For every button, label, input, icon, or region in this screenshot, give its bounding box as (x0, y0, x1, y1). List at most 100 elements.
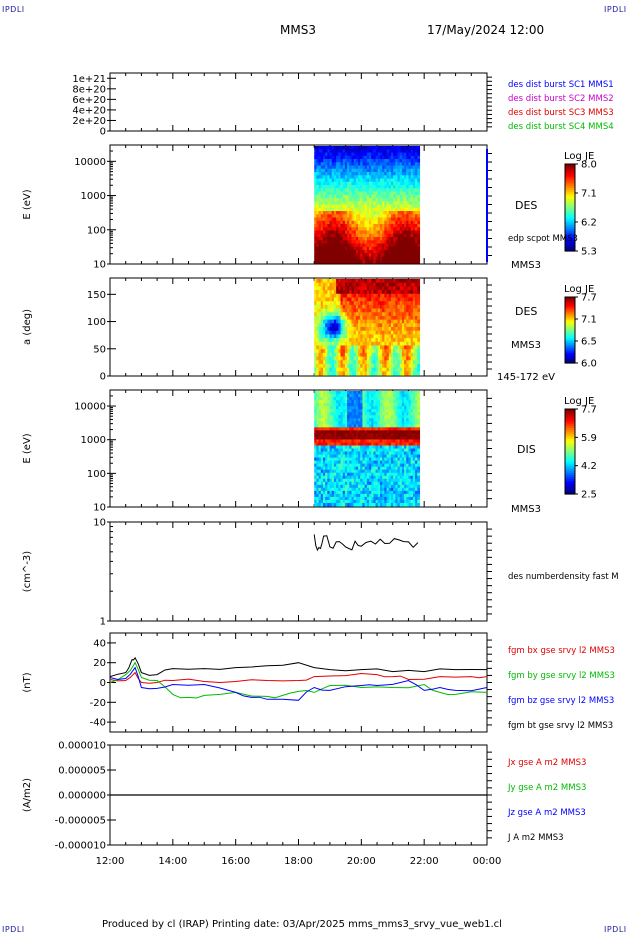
panel-4-cell (342, 469, 346, 474)
panel-4-cell (393, 394, 396, 398)
panel-4-cell (333, 466, 337, 471)
panel-4-cell (386, 481, 390, 486)
panel-2-cell (388, 191, 392, 196)
panel-2-cell (333, 207, 337, 212)
panel-2-cell (344, 172, 348, 176)
panel-2-cell (399, 191, 403, 196)
panel-3-cell (327, 282, 331, 287)
panel-2-cell (351, 204, 355, 209)
panel-3-cell (366, 345, 370, 350)
panel-4-cell (362, 403, 366, 407)
panel-2-colorbar-segment (565, 237, 575, 241)
panel-4-cell (338, 430, 342, 434)
panel-2-cell (377, 185, 381, 189)
panel-3-cell (340, 367, 344, 372)
panel-4-cell (349, 406, 353, 410)
panel-2-cell (331, 246, 335, 251)
panel-4-cell (369, 481, 372, 486)
panel-2-cell (417, 243, 421, 248)
panel-4-cell (355, 433, 359, 437)
panel-4-cell (362, 439, 366, 444)
panel-2-colorbar-segment (565, 192, 575, 196)
panel-3-cell (415, 290, 418, 295)
panel-2-cell (331, 240, 335, 245)
panel-3-cell (325, 293, 328, 299)
panel-4-cell (314, 499, 317, 504)
panel-3-cell (386, 363, 390, 369)
panel-2-cell (399, 250, 403, 254)
panel-3-cell (406, 367, 410, 372)
panel-3-cell (364, 279, 368, 284)
panel-2-cell (344, 149, 348, 154)
panel-3-cell (338, 308, 342, 313)
panel-4-cell (325, 457, 328, 462)
panel-3-cell (395, 334, 399, 339)
panel-3-cell (412, 338, 416, 343)
panel-3-cell (399, 341, 403, 347)
panel-2-cell (386, 155, 390, 160)
panel-2-cell (384, 224, 388, 228)
panel-2-cell (379, 191, 383, 196)
panel-4-cell (360, 502, 364, 507)
panel-4-cell (362, 475, 366, 480)
panel-3-colorbar-segment (565, 321, 575, 324)
panel-4-cell (331, 469, 335, 474)
panel-3-cell (415, 282, 418, 287)
panel-4-cell (333, 481, 337, 486)
panel-3-cell (386, 367, 390, 372)
panel-3-cell (371, 312, 375, 317)
panel-4-cell (362, 430, 366, 434)
panel-4-cell (333, 460, 337, 465)
panel-2-cell (362, 230, 366, 235)
panel-4-cell (366, 463, 370, 468)
panel-4-cell (318, 412, 322, 416)
panel-2-cell (412, 178, 416, 183)
panel-4-cell (364, 430, 368, 434)
panel-2-colorbar-segment (565, 179, 575, 182)
panel-4-cell (358, 502, 361, 507)
panel-4-cell (373, 403, 377, 407)
panel-4-cell (314, 445, 317, 450)
panel-2-cell (384, 211, 388, 215)
panel-2-cell (384, 256, 388, 261)
panel-2-cell (369, 152, 372, 157)
panel-3-cell (360, 360, 364, 365)
panel-4-cell (329, 430, 333, 434)
panel-3-cell (377, 301, 381, 306)
panel-3-cell (373, 279, 377, 284)
panel-2-cell (333, 178, 337, 183)
panel-3-cell (408, 334, 412, 339)
panel-4-cell (344, 403, 348, 407)
panel-2-cell (358, 175, 361, 180)
panel-2-cell (360, 211, 364, 215)
x-tick-label: 12:00 (96, 856, 125, 867)
panel-4-cell (355, 448, 359, 453)
panel-3-cell (331, 279, 335, 284)
panel-4-cell (379, 493, 383, 498)
panel-4-cell (377, 478, 381, 483)
panel-4-cell (355, 487, 359, 492)
panel-3-cell (373, 308, 377, 313)
panel-4-cell (333, 418, 337, 422)
panel-2-cell (322, 185, 326, 189)
panel-4-cell (336, 403, 339, 407)
panel-3-cell (379, 338, 383, 343)
panel-2-cell (410, 162, 414, 167)
panel-2-cell (408, 172, 412, 176)
panel-4-cell (379, 403, 383, 407)
panel-2-cell (371, 246, 375, 251)
panel-3-cell (373, 352, 377, 358)
panel-2-colorbar-segment (565, 168, 575, 172)
panel-4-cell (390, 442, 394, 447)
panel-3-cell (373, 371, 377, 376)
panel-3-cell (390, 301, 394, 306)
panel-2-cell (314, 172, 317, 176)
panel-2-cell (362, 224, 366, 228)
panel-2-cell (340, 233, 344, 238)
panel-3-cell (340, 334, 344, 339)
panel-3-cell (322, 301, 326, 306)
panel-4-cell (364, 448, 368, 453)
panel-2-cell (340, 146, 344, 150)
panel-4-cell (342, 496, 346, 501)
panel-2-cell (351, 172, 355, 176)
